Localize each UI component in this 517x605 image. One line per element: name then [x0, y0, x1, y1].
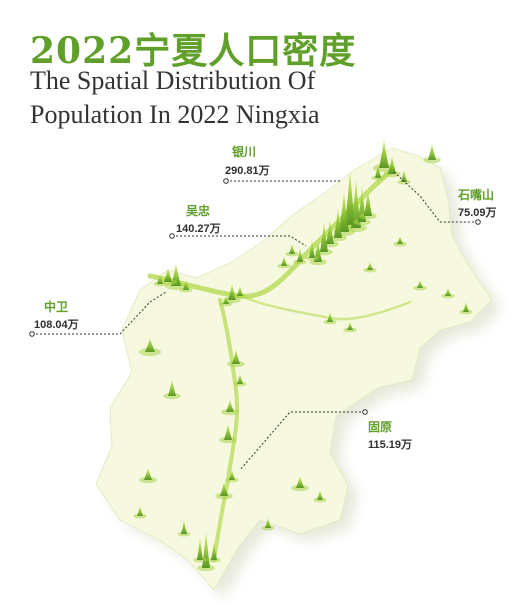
population-spike [164, 268, 172, 282]
leader-guyuan [239, 411, 365, 471]
population-spike [345, 170, 355, 225]
population-spike [375, 164, 381, 178]
population-spike [309, 240, 315, 258]
title-english-line1: The Spatial Distribution Of [30, 66, 316, 95]
population-spike [157, 274, 163, 284]
city-name-wuzhong: 吴忠 [186, 204, 211, 218]
population-spike [358, 186, 366, 222]
population-spike [220, 482, 228, 496]
population-spike [226, 400, 234, 412]
city-population-shizuishan: 75.09万 [458, 207, 497, 219]
title-english-line2: Population In 2022 Ningxia [30, 100, 320, 129]
population-spike [297, 248, 303, 262]
title-chinese: 2022宁夏人口密度 [30, 30, 357, 72]
leader-lines [32, 171, 478, 471]
population-spike [320, 222, 328, 252]
population-spike [317, 490, 323, 500]
city-name-guyuan: 固原 [368, 420, 393, 434]
leader-zhongwei [32, 291, 167, 335]
leader-endpoints [29, 178, 481, 415]
population-spike [229, 470, 235, 480]
population-spike [388, 156, 396, 174]
population-spike [224, 424, 232, 440]
population-spike [144, 468, 152, 480]
population-spike [168, 380, 176, 396]
population-spike [289, 244, 295, 254]
population-spike [296, 476, 304, 488]
population-spike [334, 208, 342, 238]
population-spike [397, 236, 403, 244]
city-population-zhongwei: 108.04万 [34, 319, 79, 331]
population-spike [463, 302, 469, 312]
population-spike [347, 322, 353, 330]
population-spike [145, 338, 155, 352]
leader-shizuishan [393, 171, 478, 223]
population-spike [379, 140, 389, 168]
population-spike [364, 190, 372, 216]
population-spike [428, 144, 436, 160]
city-name-yinchuan: 银川 [232, 145, 257, 159]
population-spike [351, 180, 361, 228]
population-spike [281, 256, 287, 266]
population-spike [181, 520, 187, 534]
city-population-guyuan: 115.19万 [368, 439, 413, 451]
population-spike [237, 286, 243, 296]
population-spikes [133, 140, 473, 572]
population-spike [232, 350, 240, 364]
leader-wuzhong [172, 235, 307, 247]
population-spike [445, 288, 451, 296]
population-spike [326, 220, 334, 244]
city-population-yinchuan: 290.81万 [225, 165, 270, 177]
population-spike [237, 374, 243, 384]
population-spike [197, 538, 203, 560]
city-name-shizuishan: 石嘴山 [458, 188, 495, 202]
population-spike [223, 296, 229, 304]
population-spike [265, 518, 271, 528]
population-spike [367, 262, 373, 270]
population-spike [339, 192, 349, 232]
population-spike [327, 312, 333, 322]
city-name-zhongwei: 中卫 [44, 300, 69, 314]
population-spike [137, 506, 143, 516]
region-outline [95, 147, 493, 591]
city-population-wuzhong: 140.27万 [176, 223, 221, 235]
population-spike [211, 542, 217, 560]
population-spike [417, 280, 423, 288]
population-spike [183, 280, 189, 290]
population-spike [401, 170, 407, 182]
